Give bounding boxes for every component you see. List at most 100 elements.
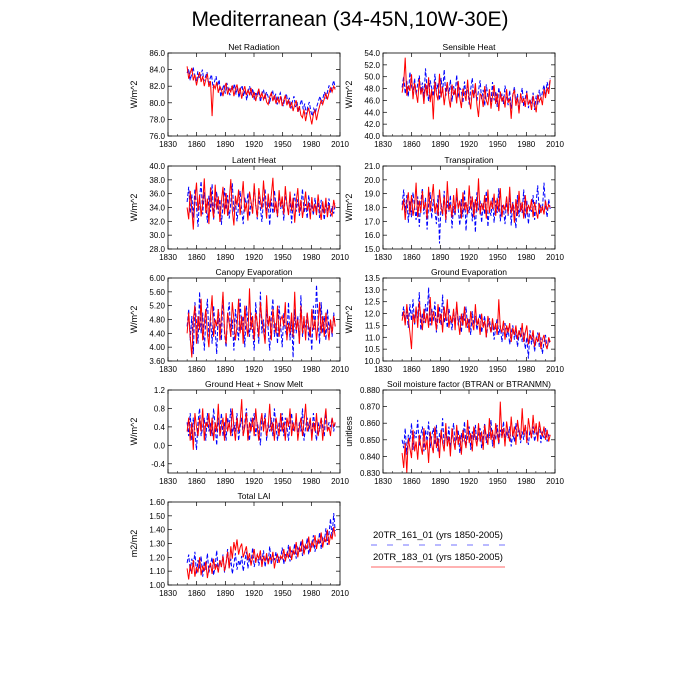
x-tick-label: 1860 <box>188 365 206 374</box>
series-line-20tr-183-01-yrs-1850-2005 <box>401 57 551 120</box>
y-tick-label: 1.50 <box>149 512 165 521</box>
x-tick-label: 2010 <box>546 477 564 486</box>
y-tick-label: 0.830 <box>360 469 381 478</box>
x-tick-label: 1860 <box>403 253 421 262</box>
x-tick-label: 2010 <box>331 253 349 262</box>
x-tick-label: 1860 <box>188 253 206 262</box>
x-tick-label: 1890 <box>216 140 234 149</box>
x-tick-label: 1980 <box>302 589 320 598</box>
panel-title: Latent Heat <box>232 155 277 165</box>
y-tick-label: 16.0 <box>364 231 380 240</box>
x-tick-label: 1950 <box>274 365 292 374</box>
x-tick-label: 1830 <box>374 477 392 486</box>
y-tick-label: 0.880 <box>360 386 381 395</box>
x-tick-label: 1860 <box>188 477 206 486</box>
y-tick-label: 1.10 <box>149 567 165 576</box>
panel-title: Net Radiation <box>228 42 280 52</box>
y-tick-label: 12.5 <box>364 298 380 307</box>
y-axis-label: W/m^2 <box>129 194 139 222</box>
series-line-20tr-183-01-yrs-1850-2005 <box>186 177 336 230</box>
series-line-20tr-183-01-yrs-1850-2005 <box>186 399 336 450</box>
x-tick-label: 1830 <box>159 365 177 374</box>
y-tick-label: 4.40 <box>149 329 165 338</box>
y-tick-label: 40.0 <box>364 132 380 141</box>
panel-title: Soil moisture factor (BTRAN or BTRANMN) <box>387 379 551 389</box>
y-axis-label: W/m^2 <box>129 81 139 109</box>
x-tick-label: 1980 <box>517 365 535 374</box>
y-tick-label: 21.0 <box>364 162 380 171</box>
y-tick-label: 0.850 <box>360 436 381 445</box>
x-tick-label: 1830 <box>159 589 177 598</box>
y-tick-label: 3.60 <box>149 357 165 366</box>
x-tick-label: 1830 <box>374 140 392 149</box>
series-line-20tr-183-01-yrs-1850-2005 <box>401 296 551 350</box>
y-tick-label: 0.4 <box>154 423 166 432</box>
x-tick-label: 1920 <box>460 140 478 149</box>
panel-transpiration: Transpiration W/m^2 1830 1860 1890 1920 1950 19… <box>344 155 564 262</box>
x-tick-label: 1950 <box>274 140 292 149</box>
x-tick-label: 2010 <box>546 253 564 262</box>
x-tick-label: 2010 <box>331 365 349 374</box>
x-tick-label: 1890 <box>216 253 234 262</box>
x-tick-label: 1860 <box>403 477 421 486</box>
y-tick-label: 11.0 <box>365 333 381 342</box>
x-tick-label: 1830 <box>374 365 392 374</box>
y-tick-label: 38.0 <box>149 176 165 185</box>
y-axis-label: W/m^2 <box>129 418 139 446</box>
y-tick-label: 0.870 <box>360 403 381 412</box>
x-tick-label: 1890 <box>216 589 234 598</box>
x-tick-label: 1950 <box>489 365 507 374</box>
series-line-20tr-183-01-yrs-1850-2005 <box>186 526 336 580</box>
y-tick-label: 40.0 <box>149 162 165 171</box>
x-tick-label: 1890 <box>431 253 449 262</box>
y-tick-label: 0.0 <box>154 441 166 450</box>
y-tick-label: 86.0 <box>149 49 165 58</box>
y-tick-label: 17.0 <box>364 217 380 226</box>
x-tick-label: 1980 <box>517 477 535 486</box>
x-tick-label: 2010 <box>546 365 564 374</box>
x-tick-label: 1920 <box>460 365 478 374</box>
y-tick-label: 1.00 <box>149 581 165 590</box>
x-tick-label: 1950 <box>489 477 507 486</box>
y-axis-label: unitless <box>344 416 354 447</box>
plot-frame <box>382 389 556 474</box>
legend-label-1: 20TR_161_01 (yrs 1850-2005) <box>373 530 503 541</box>
y-tick-label: 15.0 <box>364 245 380 254</box>
y-tick-label: 76.0 <box>149 132 165 141</box>
panel-title: Ground Evaporation <box>431 267 507 277</box>
y-tick-label: 80.0 <box>149 99 165 108</box>
x-tick-label: 1830 <box>159 140 177 149</box>
series-line-20tr-183-01-yrs-1850-2005 <box>186 66 336 125</box>
y-tick-label: 12.0 <box>364 310 380 319</box>
x-tick-label: 1980 <box>302 365 320 374</box>
y-tick-label: 6.00 <box>149 274 165 283</box>
y-tick-label: 42.0 <box>364 120 380 129</box>
y-tick-label: 1.60 <box>149 498 165 507</box>
y-axis-label: m2/m2 <box>129 530 139 558</box>
x-tick-label: 1890 <box>431 140 449 149</box>
series-line-20tr-183-01-yrs-1850-2005 <box>186 288 336 358</box>
x-tick-label: 2010 <box>331 140 349 149</box>
x-tick-label: 1830 <box>159 253 177 262</box>
x-tick-label: 1950 <box>489 140 507 149</box>
panel-soil-moisture-factor-btran-or-btranmn: Soil moisture factor (BTRAN or BTRANMN) u… <box>344 379 564 486</box>
y-tick-label: 11.5 <box>365 321 381 330</box>
y-tick-label: 30.0 <box>149 231 165 240</box>
x-tick-label: 1830 <box>374 253 392 262</box>
y-tick-label: -0.4 <box>151 460 165 469</box>
x-tick-label: 1980 <box>302 140 320 149</box>
y-tick-label: 48.0 <box>364 85 380 94</box>
x-tick-label: 1920 <box>245 140 263 149</box>
y-tick-label: 1.2 <box>154 386 166 395</box>
panel-title: Transpiration <box>444 155 494 165</box>
panel-sensible-heat: Sensible Heat W/m^2 1830 1860 1890 1920 1950 19… <box>344 42 564 149</box>
y-tick-label: 18.0 <box>364 204 380 213</box>
y-tick-label: 19.0 <box>364 190 380 199</box>
y-tick-label: 10.0 <box>364 357 380 366</box>
x-tick-label: 1920 <box>245 477 263 486</box>
x-tick-label: 1920 <box>460 253 478 262</box>
x-tick-label: 2010 <box>331 477 349 486</box>
x-tick-label: 2010 <box>546 140 564 149</box>
chart-legend: 20TR_161_01 (yrs 1850-2005) 20TR_183_01 (… <box>371 530 505 568</box>
y-tick-label: 44.0 <box>364 108 380 117</box>
